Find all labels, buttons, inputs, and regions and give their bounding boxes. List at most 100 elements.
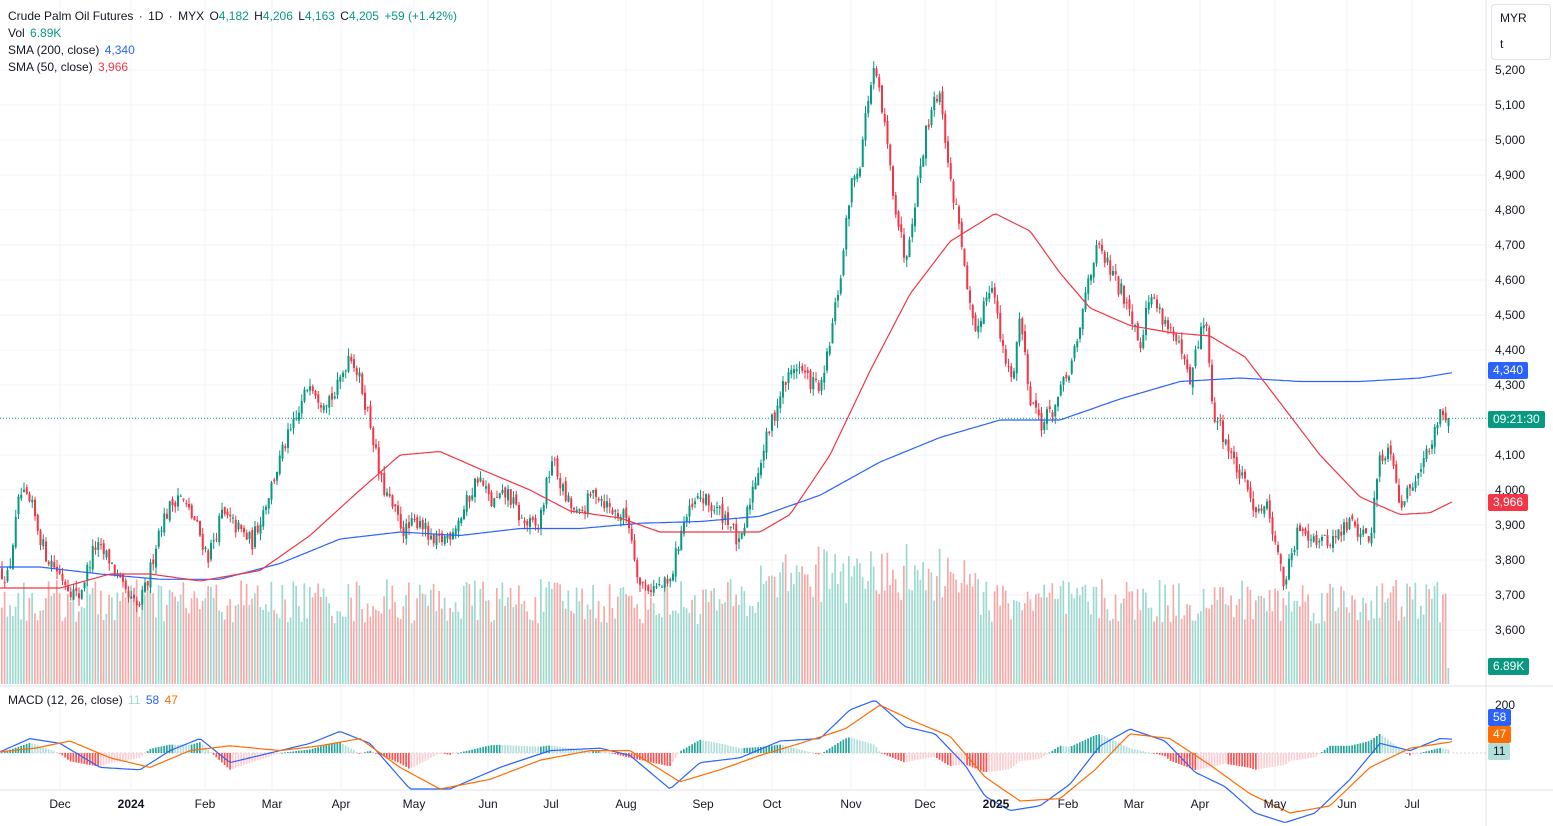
candle[interactable]: [1200, 322, 1202, 350]
candle[interactable]: [432, 534, 435, 547]
candle[interactable]: [416, 514, 419, 531]
candle[interactable]: [256, 522, 259, 535]
candle[interactable]: [204, 545, 207, 553]
candle[interactable]: [729, 526, 732, 531]
candle[interactable]: [1178, 335, 1180, 344]
candle[interactable]: [468, 495, 471, 509]
candle[interactable]: [1422, 450, 1425, 474]
candle[interactable]: [606, 494, 608, 514]
candle[interactable]: [903, 228, 905, 263]
candle[interactable]: [300, 394, 303, 420]
candle[interactable]: [1252, 491, 1255, 517]
candle[interactable]: [28, 491, 31, 503]
candle[interactable]: [559, 472, 562, 496]
candle[interactable]: [663, 576, 666, 592]
candle[interactable]: [1318, 538, 1321, 549]
candle[interactable]: [221, 502, 223, 519]
candle[interactable]: [91, 539, 94, 573]
candle[interactable]: [380, 471, 383, 483]
candle[interactable]: [958, 204, 960, 230]
candle[interactable]: [20, 487, 23, 501]
candle[interactable]: [966, 261, 969, 290]
candle[interactable]: [196, 515, 199, 523]
candle[interactable]: [625, 500, 628, 524]
candle[interactable]: [1125, 297, 1128, 310]
candle[interactable]: [130, 590, 133, 599]
candle[interactable]: [974, 312, 977, 332]
candle[interactable]: [157, 528, 160, 549]
candle[interactable]: [936, 94, 938, 104]
candle[interactable]: [1208, 325, 1211, 368]
candle[interactable]: [1370, 527, 1373, 547]
candle[interactable]: [738, 531, 740, 549]
candle[interactable]: [1222, 414, 1224, 450]
candle[interactable]: [50, 555, 53, 572]
candle[interactable]: [1068, 375, 1070, 384]
candle[interactable]: [732, 523, 735, 530]
candle[interactable]: [31, 495, 34, 508]
candle[interactable]: [509, 489, 512, 509]
candle[interactable]: [501, 484, 504, 495]
candle[interactable]: [1029, 381, 1032, 407]
candle[interactable]: [124, 577, 127, 594]
candle[interactable]: [534, 514, 537, 531]
candle[interactable]: [1092, 261, 1095, 283]
candle[interactable]: [952, 179, 955, 210]
candle[interactable]: [383, 465, 386, 497]
candle[interactable]: [1205, 321, 1208, 332]
candle[interactable]: [749, 498, 751, 515]
candle[interactable]: [1340, 524, 1343, 543]
candle[interactable]: [1285, 576, 1288, 590]
candle[interactable]: [608, 498, 611, 514]
candle[interactable]: [243, 525, 245, 537]
candle[interactable]: [515, 490, 518, 506]
candle[interactable]: [793, 364, 795, 380]
candle[interactable]: [133, 587, 135, 602]
candle[interactable]: [1307, 523, 1310, 549]
candle[interactable]: [1015, 341, 1018, 381]
candle[interactable]: [658, 577, 661, 587]
candle[interactable]: [14, 509, 17, 549]
candle[interactable]: [476, 476, 479, 487]
candle[interactable]: [812, 371, 815, 396]
candle[interactable]: [1079, 327, 1081, 343]
candle[interactable]: [806, 366, 809, 380]
candle[interactable]: [1400, 494, 1403, 511]
candle[interactable]: [589, 491, 592, 498]
candle[interactable]: [1073, 344, 1076, 362]
candle[interactable]: [927, 119, 930, 131]
candle[interactable]: [900, 216, 903, 238]
candle[interactable]: [218, 513, 221, 546]
candle[interactable]: [1395, 460, 1398, 484]
candle[interactable]: [1098, 241, 1101, 249]
sma200-legend[interactable]: SMA (200, close) 4,340: [8, 42, 137, 58]
candle[interactable]: [232, 514, 234, 524]
candle[interactable]: [347, 348, 350, 374]
candle[interactable]: [504, 486, 507, 505]
candle[interactable]: [212, 532, 215, 549]
candle[interactable]: [1345, 517, 1348, 534]
candle[interactable]: [1378, 451, 1381, 483]
price-axis[interactable]: 5,2005,1005,0004,9004,8004,7004,6004,500…: [1495, 63, 1525, 712]
candle[interactable]: [498, 492, 501, 500]
candle[interactable]: [369, 400, 372, 430]
candle[interactable]: [295, 410, 298, 421]
candle[interactable]: [1117, 275, 1120, 297]
candle[interactable]: [548, 470, 551, 484]
candle[interactable]: [993, 283, 996, 305]
candle[interactable]: [647, 584, 650, 595]
candle[interactable]: [61, 567, 64, 585]
candle[interactable]: [556, 455, 559, 480]
candle[interactable]: [1004, 344, 1007, 367]
candle[interactable]: [894, 191, 897, 218]
candle[interactable]: [333, 391, 336, 400]
candle[interactable]: [837, 290, 839, 308]
candle[interactable]: [892, 165, 894, 200]
candle[interactable]: [1175, 332, 1178, 345]
candle[interactable]: [650, 583, 652, 597]
candle[interactable]: [1136, 321, 1139, 341]
candle[interactable]: [342, 370, 344, 382]
candle[interactable]: [493, 497, 496, 509]
